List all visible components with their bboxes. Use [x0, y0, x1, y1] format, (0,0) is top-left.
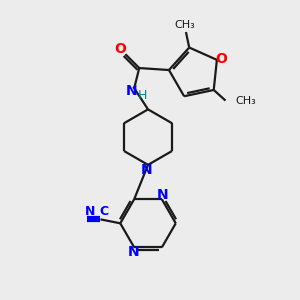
Text: N: N	[84, 205, 95, 218]
Text: H: H	[137, 89, 147, 102]
Text: N: N	[141, 163, 153, 177]
Text: N: N	[127, 245, 139, 259]
Text: N: N	[125, 84, 137, 98]
Text: O: O	[215, 52, 227, 66]
Text: C: C	[100, 205, 109, 218]
Text: N: N	[157, 188, 169, 202]
Text: O: O	[115, 42, 126, 56]
Text: CH₃: CH₃	[175, 20, 195, 30]
Text: CH₃: CH₃	[236, 96, 256, 106]
